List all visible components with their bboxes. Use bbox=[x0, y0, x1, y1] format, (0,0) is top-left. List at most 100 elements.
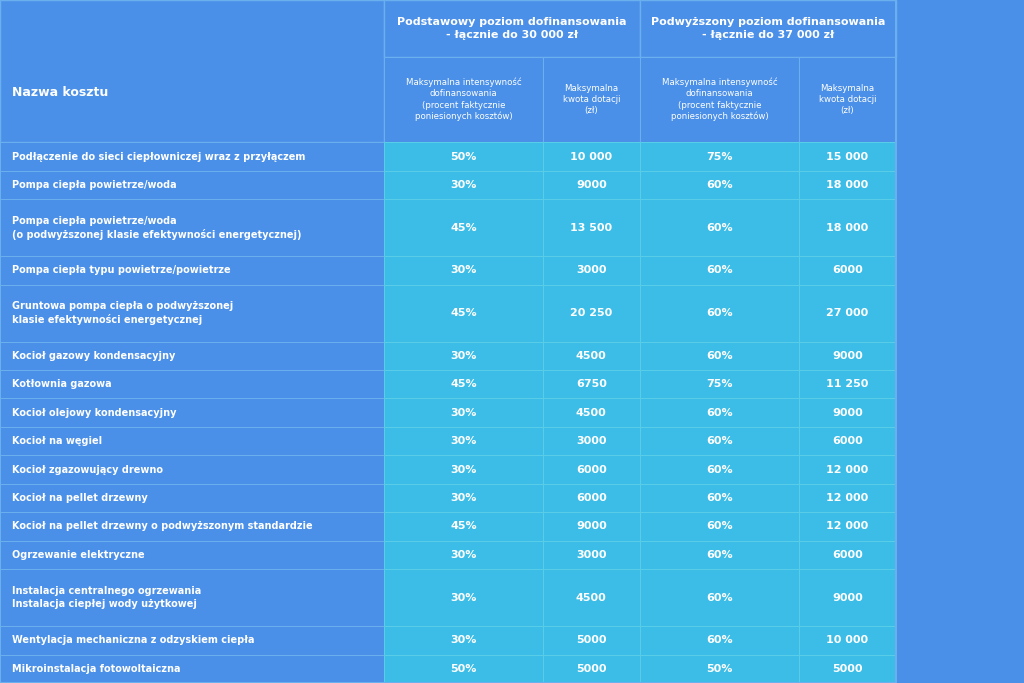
Text: 10 000: 10 000 bbox=[570, 152, 612, 161]
Bar bbox=[799, 57, 896, 142]
Text: Kocioł na pellet drzewny: Kocioł na pellet drzewny bbox=[12, 493, 148, 503]
Text: Instalacja centralnego ogrzewania
Instalacja ciepłej wody użytkowej: Instalacja centralnego ogrzewania Instal… bbox=[12, 587, 202, 609]
Bar bbox=[543, 484, 640, 512]
Bar bbox=[543, 142, 640, 171]
Text: Kocioł zgazowujący drewno: Kocioł zgazowujący drewno bbox=[12, 464, 163, 475]
Text: 13 500: 13 500 bbox=[570, 223, 612, 233]
Bar bbox=[0, 0, 896, 683]
Text: Kocioł na pellet drzewny o podwyższonym standardzie: Kocioł na pellet drzewny o podwyższonym … bbox=[12, 522, 313, 531]
Text: 4500: 4500 bbox=[575, 593, 607, 602]
Text: 45%: 45% bbox=[450, 223, 477, 233]
Text: 3000: 3000 bbox=[577, 266, 606, 275]
Bar bbox=[0, 484, 384, 512]
Bar bbox=[0, 171, 384, 199]
Bar bbox=[384, 256, 543, 285]
Text: 12 000: 12 000 bbox=[826, 464, 868, 475]
Text: 75%: 75% bbox=[707, 152, 732, 161]
Text: 6000: 6000 bbox=[575, 464, 607, 475]
Text: 9000: 9000 bbox=[831, 408, 863, 417]
Bar bbox=[384, 427, 543, 456]
Bar bbox=[799, 541, 896, 569]
Text: Pompa ciepła powietrze/woda
(o podwyższonej klasie efektywności energetycznej): Pompa ciepła powietrze/woda (o podwyższo… bbox=[12, 216, 302, 240]
Bar bbox=[799, 370, 896, 398]
Text: Mikroinstalacja fotowoltaiczna: Mikroinstalacja fotowoltaiczna bbox=[12, 664, 181, 673]
Text: 9000: 9000 bbox=[575, 180, 607, 190]
Bar bbox=[799, 256, 896, 285]
Bar bbox=[640, 569, 799, 626]
Bar bbox=[0, 654, 384, 683]
Bar bbox=[543, 512, 640, 541]
Text: 30%: 30% bbox=[451, 180, 476, 190]
Text: Pompa ciepła powietrze/woda: Pompa ciepła powietrze/woda bbox=[12, 180, 177, 190]
Text: 60%: 60% bbox=[706, 408, 733, 417]
Text: 5000: 5000 bbox=[577, 664, 606, 673]
Text: 50%: 50% bbox=[707, 664, 732, 673]
Bar bbox=[543, 199, 640, 256]
Bar bbox=[0, 0, 384, 142]
Bar bbox=[799, 654, 896, 683]
Bar bbox=[543, 57, 640, 142]
Text: 3000: 3000 bbox=[577, 550, 606, 560]
Text: Wentylacja mechaniczna z odzyskiem ciepła: Wentylacja mechaniczna z odzyskiem ciepł… bbox=[12, 635, 255, 645]
Bar bbox=[0, 398, 384, 427]
Text: Podstawowy poziom dofinansowania
- łącznie do 30 000 zł: Podstawowy poziom dofinansowania - łączn… bbox=[397, 17, 627, 40]
Bar bbox=[640, 285, 799, 342]
Text: 12 000: 12 000 bbox=[826, 493, 868, 503]
Bar bbox=[640, 398, 799, 427]
Text: Pompa ciepła typu powietrze/powietrze: Pompa ciepła typu powietrze/powietrze bbox=[12, 266, 231, 275]
Bar bbox=[384, 57, 543, 142]
Text: 30%: 30% bbox=[451, 464, 476, 475]
Text: Nazwa kosztu: Nazwa kosztu bbox=[12, 86, 109, 99]
Bar bbox=[0, 142, 384, 171]
Text: 30%: 30% bbox=[451, 550, 476, 560]
Bar bbox=[384, 626, 543, 654]
Text: 27 000: 27 000 bbox=[826, 308, 868, 318]
Text: 60%: 60% bbox=[706, 266, 733, 275]
Bar bbox=[543, 285, 640, 342]
Text: 18 000: 18 000 bbox=[826, 180, 868, 190]
Bar bbox=[384, 171, 543, 199]
Text: 60%: 60% bbox=[706, 593, 733, 602]
Text: Gruntowa pompa ciepła o podwyższonej
klasie efektywności energetycznej: Gruntowa pompa ciepła o podwyższonej kla… bbox=[12, 301, 233, 325]
Bar bbox=[640, 484, 799, 512]
Bar bbox=[543, 654, 640, 683]
Bar bbox=[640, 370, 799, 398]
Bar bbox=[0, 456, 384, 484]
Text: 50%: 50% bbox=[451, 152, 476, 161]
Bar bbox=[384, 199, 543, 256]
Bar bbox=[543, 427, 640, 456]
Bar bbox=[543, 256, 640, 285]
Text: 60%: 60% bbox=[706, 308, 733, 318]
Bar bbox=[0, 541, 384, 569]
Bar bbox=[384, 654, 543, 683]
Bar bbox=[384, 569, 543, 626]
Bar bbox=[0, 342, 384, 370]
Text: Ogrzewanie elektryczne: Ogrzewanie elektryczne bbox=[12, 550, 145, 560]
Text: Podwyższony poziom dofinansowania
- łącznie do 37 000 zł: Podwyższony poziom dofinansowania - łącz… bbox=[651, 17, 885, 40]
Bar bbox=[799, 342, 896, 370]
Bar bbox=[0, 569, 384, 626]
Bar bbox=[799, 142, 896, 171]
Text: 50%: 50% bbox=[451, 664, 476, 673]
Bar bbox=[384, 398, 543, 427]
Bar bbox=[640, 342, 799, 370]
Text: Maksymalna intensywność
dofinansowania
(procent faktycznie
poniesionych kosztów): Maksymalna intensywność dofinansowania (… bbox=[406, 78, 521, 122]
Text: 6750: 6750 bbox=[575, 379, 607, 389]
Bar bbox=[640, 199, 799, 256]
Text: 5000: 5000 bbox=[577, 635, 606, 645]
Bar bbox=[384, 456, 543, 484]
Bar bbox=[640, 654, 799, 683]
Bar bbox=[543, 541, 640, 569]
Bar bbox=[799, 456, 896, 484]
Bar bbox=[640, 626, 799, 654]
Bar bbox=[799, 427, 896, 456]
Text: 30%: 30% bbox=[451, 408, 476, 417]
Bar bbox=[799, 626, 896, 654]
Bar bbox=[799, 512, 896, 541]
Bar bbox=[543, 342, 640, 370]
Bar bbox=[799, 484, 896, 512]
Text: 60%: 60% bbox=[706, 550, 733, 560]
Text: 30%: 30% bbox=[451, 351, 476, 361]
Bar bbox=[543, 456, 640, 484]
Text: 60%: 60% bbox=[706, 635, 733, 645]
